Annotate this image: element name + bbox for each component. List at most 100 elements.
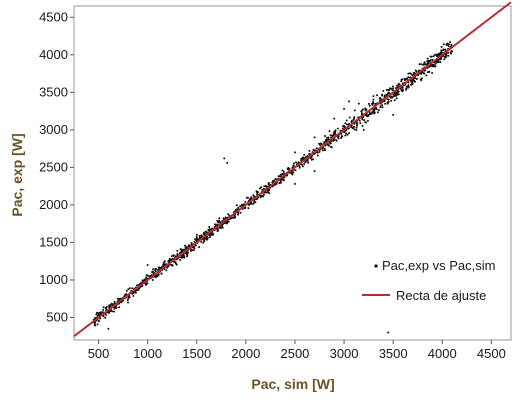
scatter-point <box>258 187 261 190</box>
scatter-point <box>414 77 417 80</box>
scatter-point <box>429 59 432 62</box>
scatter-point <box>367 102 370 105</box>
scatter-point <box>193 240 196 243</box>
scatter-point <box>426 71 429 74</box>
scatter-point <box>450 52 453 55</box>
scatter-point <box>98 320 100 322</box>
scatter-point <box>255 190 258 193</box>
scatter-point-outlier <box>362 128 365 131</box>
scatter-point <box>428 60 431 62</box>
scatter-point <box>178 252 181 255</box>
scatter-point <box>366 119 369 122</box>
scatter-point <box>292 164 295 167</box>
scatter-point <box>340 135 343 138</box>
scatter-point <box>295 161 297 164</box>
scatter-point <box>219 226 222 229</box>
scatter-point <box>170 264 173 266</box>
scatter-point <box>372 110 375 113</box>
scatter-point <box>195 233 198 236</box>
scatter-point-outlier <box>357 102 360 105</box>
scatter-point <box>370 112 373 115</box>
scatter-point <box>245 196 248 199</box>
scatter-point <box>440 45 443 48</box>
scatter-point <box>324 135 326 137</box>
scatter-point <box>443 58 446 61</box>
scatter-point <box>400 80 403 83</box>
scatter-point <box>176 253 179 256</box>
scatter-point <box>378 97 381 100</box>
scatter-point <box>328 130 331 133</box>
scatter-point <box>202 241 205 244</box>
scatter-point-outlier <box>387 331 390 334</box>
scatter-point <box>124 293 127 296</box>
scatter-point <box>343 131 346 134</box>
scatter-point <box>144 278 147 281</box>
scatter-point <box>288 167 291 170</box>
scatter-point <box>214 223 216 226</box>
scatter-point <box>204 232 207 235</box>
scatter-point-outlier <box>313 170 316 173</box>
scatter-point <box>158 266 161 269</box>
scatter-point <box>260 186 263 189</box>
scatter-point <box>146 274 149 277</box>
scatter-point <box>375 107 378 109</box>
scatter-point <box>183 256 186 259</box>
scatter-point <box>190 248 193 251</box>
y-axis-title: Pac, exp [W] <box>9 133 25 216</box>
scatter-point <box>432 65 434 68</box>
scatter-point <box>266 191 269 194</box>
scatter-point <box>108 305 111 308</box>
scatter-point <box>327 138 330 141</box>
scatter-point <box>345 132 348 135</box>
scatter-point <box>163 260 166 263</box>
scatter-point-outlier <box>293 151 296 154</box>
scatter-point <box>330 136 332 139</box>
scatter-point <box>426 57 429 60</box>
scatter-point <box>274 178 277 180</box>
scatter-point <box>221 226 224 229</box>
x-tick-label: 3500 <box>379 346 408 361</box>
scatter-point <box>364 107 367 110</box>
scatter-point <box>351 127 354 130</box>
scatter-point <box>286 168 289 170</box>
scatter-point <box>105 308 108 310</box>
scatter-point <box>351 119 353 122</box>
y-tick-label: 4500 <box>39 9 68 24</box>
scatter-point <box>387 101 390 103</box>
scatter-point <box>162 261 165 264</box>
scatter-point <box>325 136 328 139</box>
scatter-point <box>263 185 266 188</box>
scatter-point <box>298 166 301 169</box>
scatter-point <box>439 61 442 64</box>
scatter-point <box>224 222 226 225</box>
scatter-point <box>309 157 312 159</box>
scatter-point <box>252 203 255 205</box>
scatter-point <box>353 116 356 119</box>
scatter-point <box>333 138 335 141</box>
scatter-point <box>392 85 394 88</box>
scatter-point <box>316 154 319 157</box>
scatter-point <box>200 240 203 243</box>
scatter-point <box>329 142 332 145</box>
scatter-point <box>423 63 425 66</box>
scatter-point <box>323 148 326 151</box>
scatter-point <box>318 150 321 153</box>
scatter-point <box>146 282 149 285</box>
scatter-point <box>134 291 137 294</box>
scatter-point <box>113 310 115 313</box>
scatter-point <box>310 158 313 161</box>
scatter-point <box>387 98 390 101</box>
scatter-point <box>179 259 182 261</box>
scatter-point <box>294 169 297 172</box>
scatter-point <box>386 102 389 105</box>
scatter-point <box>216 230 219 233</box>
scatter-point <box>318 142 321 145</box>
scatter-point <box>355 124 358 127</box>
scatter-point <box>430 55 433 58</box>
scatter-point <box>192 249 195 252</box>
scatter-point <box>210 233 213 235</box>
scatter-point <box>434 53 436 56</box>
scatter-point <box>182 248 185 251</box>
scatter-point <box>174 261 177 264</box>
scatter-point <box>126 299 129 302</box>
